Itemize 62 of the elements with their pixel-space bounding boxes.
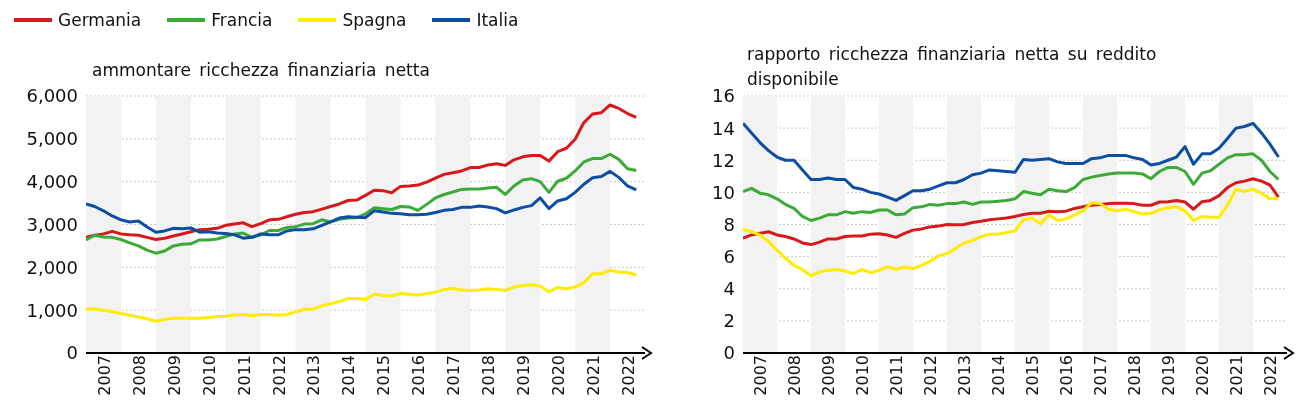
x-tick-label: 2007 <box>751 355 771 396</box>
x-tick-label: 2018 <box>479 355 499 396</box>
x-tick-label: 2009 <box>164 355 184 396</box>
x-tick-label: 2015 <box>1023 355 1043 396</box>
y-tick-label: 8 <box>723 213 735 235</box>
x-tick-label: 2021 <box>1227 355 1247 396</box>
x-tick-label: 2007 <box>94 355 114 396</box>
y-tick-label: 0 <box>723 342 735 364</box>
x-tick-label: 2014 <box>339 355 359 396</box>
line-series <box>743 152 1280 222</box>
x-tick-label: 2010 <box>853 355 873 396</box>
x-tick-label: 2019 <box>514 355 534 396</box>
x-tick-label: 2021 <box>583 355 603 396</box>
x-tick-label: 2008 <box>129 355 149 396</box>
line-series <box>86 152 638 255</box>
x-tick-label: 2012 <box>921 355 941 396</box>
line-series <box>86 169 638 240</box>
line-series <box>86 103 638 241</box>
x-tick-label: 2015 <box>374 355 394 396</box>
y-tick-label: 0 <box>66 342 78 364</box>
x-tick-label: 2016 <box>409 355 429 396</box>
y-tick-label: 2,000 <box>26 256 78 278</box>
x-tick-label: 2009 <box>819 355 839 396</box>
line-series <box>743 177 1280 247</box>
x-tick-label: 2016 <box>1057 355 1077 396</box>
legend-label: Italia <box>476 10 519 30</box>
x-tick-label: 2013 <box>955 355 975 396</box>
y-tick-label: 12 <box>712 149 735 171</box>
x-tick-label: 2018 <box>1125 355 1145 396</box>
y-tick-label: 4,000 <box>26 171 78 193</box>
x-tick-label: 2012 <box>269 355 289 396</box>
x-tick-label: 2011 <box>887 355 907 396</box>
y-tick-label: 6 <box>723 246 735 268</box>
chart-title: rapporto ricchezza finanziaria netta su reddito disponibile <box>747 43 1158 91</box>
x-tick-label: 2017 <box>444 355 464 396</box>
x-tick-label: 2019 <box>1159 355 1179 396</box>
x-tick-label: 2020 <box>549 355 569 396</box>
x-tick-label: 2008 <box>785 355 805 396</box>
y-tick-label: 6,000 <box>26 85 78 107</box>
y-tick-label: 10 <box>712 181 735 203</box>
y-tick-label: 1,000 <box>26 299 78 321</box>
x-tick-label: 2017 <box>1091 355 1111 396</box>
x-tick-label: 2020 <box>1193 355 1213 396</box>
y-tick-label: 16 <box>712 85 735 107</box>
line-series <box>743 121 1280 202</box>
y-tick-label: 2 <box>723 310 735 332</box>
legend-label: Spagna <box>342 10 407 30</box>
legend-label: Francia <box>211 10 273 30</box>
x-tick-label: 2014 <box>989 355 1009 396</box>
x-tick-label: 2013 <box>304 355 324 396</box>
x-tick-label: 2022 <box>1261 355 1281 396</box>
y-tick-label: 4 <box>723 278 735 300</box>
x-tick-label: 2011 <box>234 355 254 396</box>
y-tick-label: 5,000 <box>26 128 78 150</box>
line-series <box>86 268 638 323</box>
y-tick-label: 14 <box>712 117 735 139</box>
y-tick-label: 3,000 <box>26 213 78 235</box>
chart-title: ammontare ricchezza finanziaria netta <box>92 59 431 82</box>
x-tick-label: 2010 <box>199 355 219 396</box>
legend-label: Germania <box>58 10 142 30</box>
x-tick-label: 2022 <box>618 355 638 396</box>
line-series <box>743 187 1280 278</box>
